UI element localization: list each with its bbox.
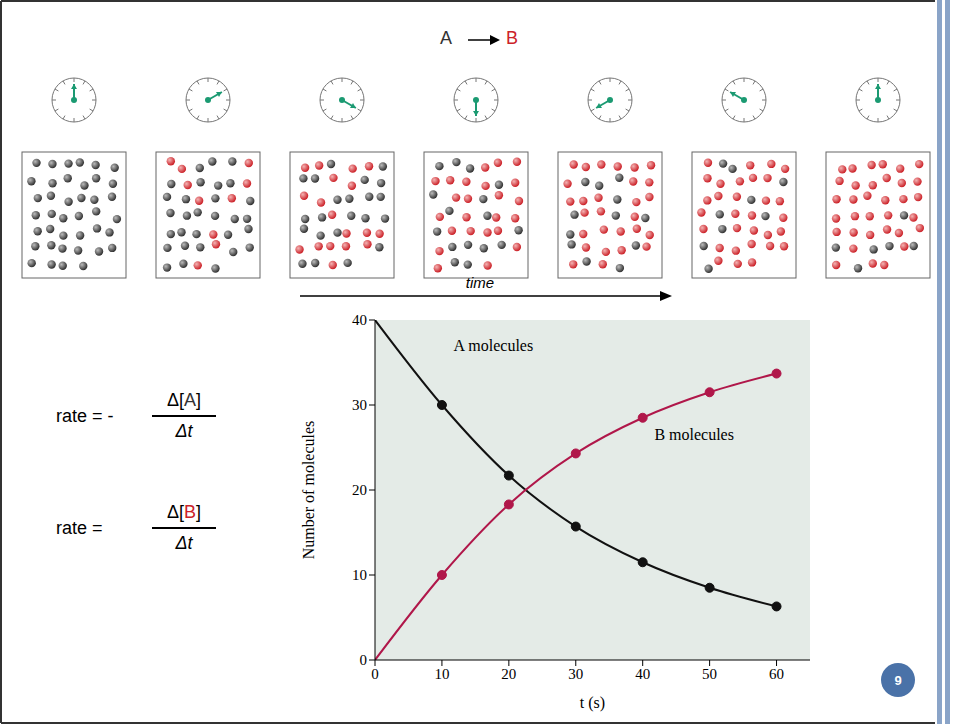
- svg-text:40: 40: [352, 312, 367, 328]
- svg-text:20: 20: [352, 482, 367, 498]
- svg-text:A molecules: A molecules: [454, 337, 534, 354]
- svg-text:10: 10: [434, 666, 449, 682]
- svg-text:20: 20: [501, 666, 516, 682]
- html-text:Δ[A]: Δ[A]: [167, 390, 201, 410]
- svg-text:0: 0: [360, 652, 368, 668]
- svg-text:60: 60: [769, 666, 784, 682]
- svg-text:10: 10: [352, 567, 367, 583]
- html-text:time: time: [465, 274, 495, 291]
- html-text:Δt: Δt: [175, 533, 193, 553]
- html-text:rate = -: rate = -: [56, 405, 114, 426]
- html-text:Δt: Δt: [175, 421, 193, 441]
- svg-text:50: 50: [702, 666, 717, 682]
- html-text:Δ[B]: Δ[B]: [167, 502, 201, 522]
- svg-text:40: 40: [635, 666, 650, 682]
- svg-text:30: 30: [568, 666, 583, 682]
- svg-text:Number of molecules: Number of molecules: [300, 421, 317, 560]
- svg-text:30: 30: [352, 397, 367, 413]
- html-text:rate =: rate =: [56, 517, 103, 538]
- svg-text:t (s): t (s): [580, 694, 605, 712]
- html-text:B: B: [506, 28, 518, 48]
- svg-text:9: 9: [894, 673, 901, 688]
- html-text:A: A: [440, 28, 452, 48]
- svg-text:B molecules: B molecules: [654, 426, 734, 443]
- svg-text:0: 0: [371, 666, 379, 682]
